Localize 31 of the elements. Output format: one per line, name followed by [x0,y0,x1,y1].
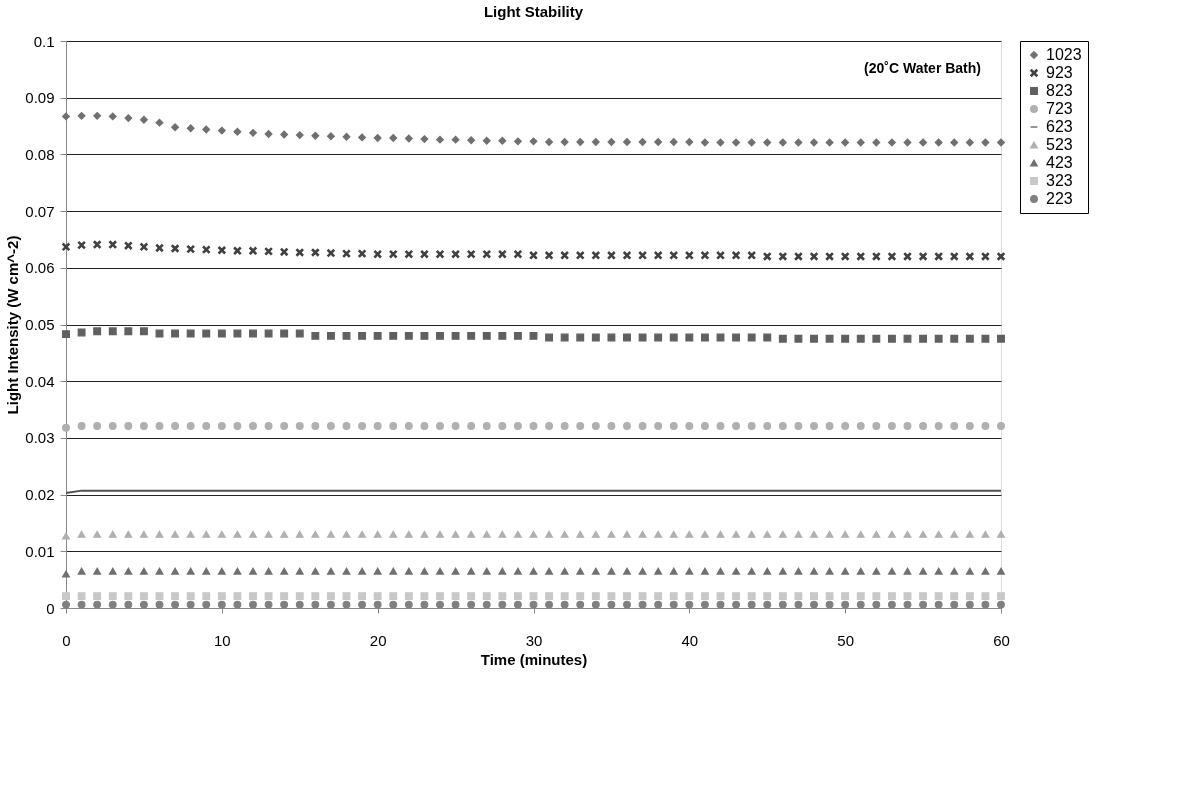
y-tick-label: 0.1 [33,32,55,50]
x-tick-label: 60 [993,631,1010,649]
annotation: (20˚C Water Bath) [864,60,981,76]
y-tick-label: 0.03 [25,429,55,447]
y-tick-label: 0.01 [25,542,55,560]
legend-label: 723 [1046,100,1073,117]
x-tick-label: 10 [213,631,231,649]
legend-label: 423 [1046,154,1073,171]
x-tick-label: 30 [525,631,543,649]
y-tick-label: 0.08 [25,145,55,163]
y-tick-label: 0.02 [25,486,55,504]
y-tick-label: 0 [46,599,55,617]
x-tick-label: 50 [837,631,855,649]
chart-title: Light Stability [483,3,584,20]
y-tick-label: 0.07 [25,202,55,220]
y-tick-label: 0.09 [25,89,55,107]
legend-label: 823 [1046,82,1073,99]
x-tick-label: 20 [369,631,387,649]
legend-label: 523 [1046,136,1073,153]
x-axis-title: Time (minutes) [480,650,588,668]
y-tick-label: 0.05 [25,316,55,333]
legend-label: 1023 [1046,46,1082,63]
x-tick-label: 40 [681,631,699,649]
legend-label: 923 [1046,64,1073,81]
y-tick-label: 0.04 [25,372,55,390]
x-tick-label: 0 [62,631,71,649]
legend-label: 623 [1046,118,1073,135]
legend-label: 323 [1046,172,1073,189]
legend-label: 223 [1046,190,1073,207]
y-axis-title: Light Intensity (W cm^-2) [4,235,22,415]
y-tick-label: 0.06 [25,259,55,277]
